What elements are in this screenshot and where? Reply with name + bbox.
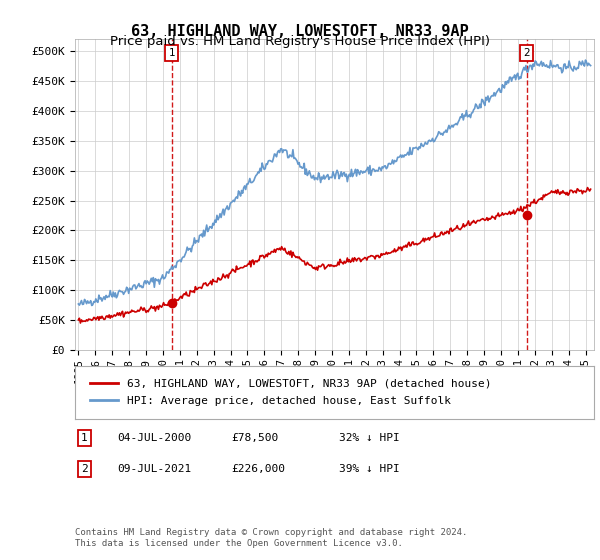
Text: 1: 1 bbox=[169, 48, 175, 58]
Text: 2: 2 bbox=[523, 48, 530, 58]
Text: 1: 1 bbox=[81, 433, 88, 443]
Text: £78,500: £78,500 bbox=[231, 433, 278, 443]
Legend: 63, HIGHLAND WAY, LOWESTOFT, NR33 9AP (detached house), HPI: Average price, deta: 63, HIGHLAND WAY, LOWESTOFT, NR33 9AP (d… bbox=[86, 375, 496, 410]
Text: 2: 2 bbox=[81, 464, 88, 474]
Text: 39% ↓ HPI: 39% ↓ HPI bbox=[339, 464, 400, 474]
Text: Contains HM Land Registry data © Crown copyright and database right 2024.
This d: Contains HM Land Registry data © Crown c… bbox=[75, 528, 467, 548]
Text: £226,000: £226,000 bbox=[231, 464, 285, 474]
Text: Price paid vs. HM Land Registry's House Price Index (HPI): Price paid vs. HM Land Registry's House … bbox=[110, 35, 490, 48]
Text: 63, HIGHLAND WAY, LOWESTOFT, NR33 9AP: 63, HIGHLAND WAY, LOWESTOFT, NR33 9AP bbox=[131, 24, 469, 39]
Text: 04-JUL-2000: 04-JUL-2000 bbox=[117, 433, 191, 443]
Text: 09-JUL-2021: 09-JUL-2021 bbox=[117, 464, 191, 474]
Text: 32% ↓ HPI: 32% ↓ HPI bbox=[339, 433, 400, 443]
